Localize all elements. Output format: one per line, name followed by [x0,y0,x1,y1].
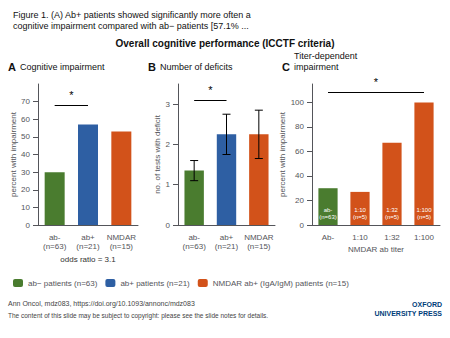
svg-text:ab-: ab- [188,233,200,242]
svg-text:no. of tests with deficit: no. of tests with deficit [153,114,162,193]
svg-text:UNIVERSITY PRESS: UNIVERSITY PRESS [374,310,442,317]
svg-text:(n=21): (n=21) [215,242,239,251]
svg-text:2: 2 [166,140,171,149]
svg-text:(n=5): (n=5) [353,214,367,220]
svg-text:OXFORD: OXFORD [412,301,442,308]
svg-text:60: 60 [21,115,30,124]
svg-text:0: 0 [166,221,171,230]
svg-text:Titer-dependent: Titer-dependent [294,51,358,61]
svg-text:odds ratio = 3.1: odds ratio = 3.1 [60,255,116,264]
svg-text:(n=63): (n=63) [319,214,337,220]
svg-text:NMDAR: NMDAR [107,233,137,242]
svg-text:(n=15): (n=15) [247,242,271,251]
svg-text:A: A [8,61,16,73]
svg-text:50: 50 [21,132,30,141]
svg-text:0: 0 [26,221,31,230]
svg-text:NMDAR ab titer: NMDAR ab titer [348,245,404,254]
svg-text:80: 80 [295,122,304,131]
svg-text:The content of this slide may: The content of this slide may be subject… [8,312,268,320]
svg-text:(n=5): (n=5) [385,214,399,220]
svg-text:40: 40 [295,171,304,180]
svg-text:ab− patients (n=63): ab− patients (n=63) [28,279,98,288]
svg-text:1:100: 1:100 [416,207,432,213]
svg-text:B: B [148,61,156,73]
svg-text:(n=63): (n=63) [182,242,206,251]
svg-text:70: 70 [21,97,30,106]
svg-text:NMDAR ab+ (IgA/IgM) patients (: NMDAR ab+ (IgA/IgM) patients (n=15) [213,279,349,288]
svg-text:cognitive impairment compared: cognitive impairment compared with ab− p… [13,21,249,31]
svg-text:*: * [374,76,379,88]
svg-text:20: 20 [21,185,30,194]
svg-text:Ab-: Ab- [322,233,335,242]
svg-text:ab+: ab+ [220,233,234,242]
svg-text:ab+: ab+ [81,233,95,242]
svg-text:Cognitive impairment: Cognitive impairment [20,62,105,72]
svg-text:10: 10 [21,203,30,212]
svg-text:40: 40 [21,150,30,159]
svg-text:C: C [282,61,290,73]
svg-text:1: 1 [166,180,171,189]
svg-text:3: 3 [166,100,171,109]
svg-text:1:10: 1:10 [354,207,366,213]
svg-text:impairment: impairment [294,62,339,72]
svg-text:Figure 1. (A) Ab+ patients sho: Figure 1. (A) Ab+ patients showed signif… [13,10,251,20]
svg-text:ab-: ab- [49,233,61,242]
svg-text:percent with impairment: percent with impairment [278,111,287,197]
svg-text:30: 30 [21,168,30,177]
svg-text:100: 100 [291,98,305,107]
svg-text:1:100: 1:100 [414,233,435,242]
svg-text:20: 20 [295,196,304,205]
svg-text:ab-: ab- [324,207,333,213]
svg-text:60: 60 [295,147,304,156]
svg-text:NMDAR: NMDAR [244,233,274,242]
svg-text:(n=15): (n=15) [110,242,134,251]
svg-text:1:32: 1:32 [386,207,398,213]
svg-text:percent with impairment: percent with impairment [9,111,18,197]
svg-text:*: * [69,89,74,101]
svg-text:(n=5): (n=5) [417,214,431,220]
svg-text:Overall cognitive performance: Overall cognitive performance (ICCTF cri… [116,38,335,49]
svg-text:1:10: 1:10 [352,233,368,242]
svg-text:(n=63): (n=63) [43,242,67,251]
svg-text:(n=21): (n=21) [76,242,100,251]
svg-text:1:32: 1:32 [384,233,400,242]
svg-text:0: 0 [300,221,305,230]
svg-text:ab+ patients (n=21): ab+ patients (n=21) [120,279,190,288]
svg-text:*: * [208,84,213,96]
svg-text:Number of deficits: Number of deficits [160,62,233,72]
svg-text:Ann Oncol, mdz083, https://doi: Ann Oncol, mdz083, https://doi.org/10.10… [8,300,195,308]
